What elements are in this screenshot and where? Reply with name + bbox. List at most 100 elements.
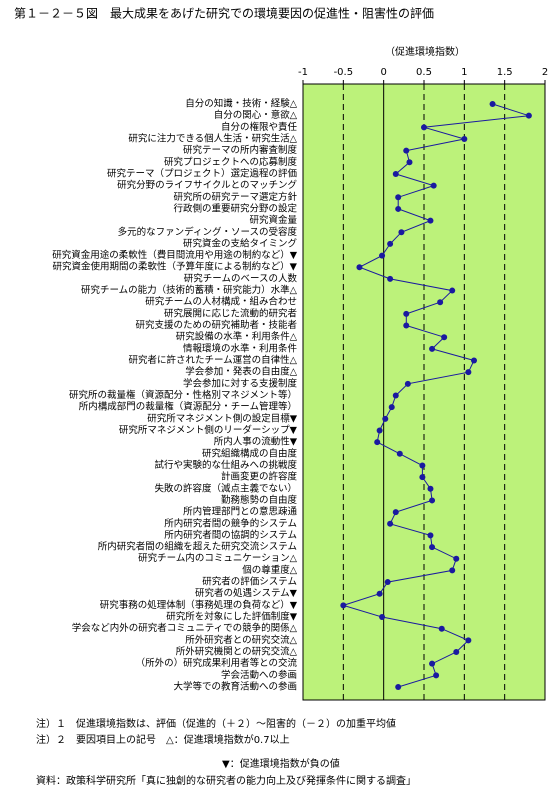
marker	[384, 579, 391, 586]
y-tick-label: 研究所マネジメント側の設定目標▼	[147, 412, 298, 424]
y-tick-label: 勤務態勢の自由度	[221, 494, 298, 506]
y-tick-label: 自分の関心・意欲△	[214, 109, 298, 121]
marker	[427, 485, 434, 492]
marker	[449, 287, 456, 294]
y-tick-label: 学会参加・発表の自由度△	[185, 366, 298, 378]
x-tick-label: 1.5	[497, 67, 513, 78]
y-tick-label: 所内構成部門の裁量権（資源配分・チーム管理等）	[79, 401, 297, 413]
marker	[429, 544, 436, 551]
y-tick-label: 研究者の評価システム	[202, 576, 297, 588]
y-tick-label: 研究展開に応じた流動的研究者	[164, 307, 297, 319]
y-tick-label: 所内管理部門との意思疎通	[183, 506, 297, 518]
marker	[404, 380, 411, 387]
y-tick-label: 学会など内外の研究者コミュニティでの競争的関係△	[72, 622, 298, 634]
y-tick-label: 研究組織構成の自由度	[202, 447, 298, 459]
marker	[429, 497, 436, 504]
y-tick-label: 研究資金の支給タイミング	[183, 237, 298, 249]
y-tick-label: 研究所の研究テーマ選定方針	[173, 191, 297, 203]
marker	[406, 159, 413, 166]
y-tick-label: 研究資金用途の柔軟性（費目間流用や用途の制約など）▼	[52, 249, 298, 261]
marker	[441, 334, 448, 341]
marker	[465, 369, 472, 376]
y-tick-label: 自分の知識・技術・経験△	[185, 98, 298, 110]
y-tick-label: 研究支援のための研究補助者・技能者	[135, 319, 297, 331]
marker	[433, 672, 440, 679]
marker	[356, 264, 363, 271]
marker	[430, 182, 437, 189]
y-tick-label: 自分の権限や責任	[221, 121, 298, 133]
y-tick-label: 情報環境の水準・利用条件	[183, 342, 298, 354]
marker	[403, 147, 410, 154]
marker	[382, 415, 389, 422]
marker	[427, 217, 434, 224]
marker	[376, 427, 383, 434]
y-tick-label: 研究設備の水準・利用条件△	[176, 331, 298, 343]
marker	[379, 252, 386, 259]
y-tick-label: 研究者に許されたチーム運営の自律性△	[128, 354, 297, 366]
marker	[465, 637, 472, 644]
marker	[449, 567, 456, 574]
marker	[396, 450, 403, 457]
y-tick-label: 研究所を対象にした評価制度▼	[166, 611, 298, 623]
y-tick-label: 研究資金量	[249, 214, 297, 226]
marker	[388, 404, 395, 411]
y-tick-label: （所外の）研究成果利用者等との交流	[136, 657, 298, 669]
marker	[379, 614, 386, 621]
x-tick-label: 1	[461, 67, 467, 78]
y-tick-label: 失敗の許容度（減点主義でない）	[154, 482, 297, 494]
marker	[395, 194, 402, 201]
y-tick-label: 試行や実験的な仕組みへの挑戦度	[154, 459, 297, 471]
y-tick-label: 多元的なファンディング・ソースの受容度	[118, 226, 298, 238]
marker	[525, 112, 532, 119]
chart-title: 第１－２－５図 最大成果をあげた研究での環境要因の促進性・阻害性の評価	[14, 6, 434, 21]
y-tick-label: 研究事務の処理体制（事務処理の負荷など）▼	[100, 599, 298, 611]
marker	[387, 275, 394, 282]
marker	[392, 392, 399, 399]
y-tick-label: 研究所の裁量権（資源配分・性格別マネジメント等）	[69, 389, 297, 401]
y-tick-label: 研究チームの能力（技術的蓄積・研究能力）水準△	[81, 284, 298, 296]
y-tick-label: 大学等での教育活動への参画	[173, 681, 297, 693]
x-tick-label: 0.5	[416, 67, 432, 78]
y-tick-label: 所内人事の流動性▼	[214, 436, 298, 448]
note: 資料：政策科学研究所「真に独創的な研究者の能力向上及び発揮条件に関する調査」	[36, 774, 416, 787]
marker	[429, 345, 436, 352]
y-tick-label: 所内研究者間の組織を超えた研究交流システム	[98, 541, 297, 553]
note: 注）１ 促進環境指数は、評価（促進的（＋２）～阻害的（－２）の加重平均値	[36, 717, 396, 730]
x-tick-label: -0.5	[334, 67, 354, 78]
y-tick-label: 学会活動への参画	[221, 669, 297, 681]
y-tick-label: 研究チームの人材構成・組み合わせ	[145, 296, 297, 308]
y-tick-label: 研究チーム内のコミュニケーション△	[138, 552, 298, 564]
marker	[489, 101, 496, 107]
marker	[438, 625, 445, 632]
marker	[376, 590, 383, 597]
y-tick-label: 学会参加に対する支援制度	[183, 377, 298, 389]
y-tick-label: 研究テーマ（プロジェクト）選定過程の評価	[107, 167, 298, 179]
marker	[429, 660, 436, 667]
note: 注）２ 要因項目上の記号 △：促進環境指数が0.7以上	[36, 733, 290, 746]
marker	[374, 439, 381, 446]
y-tick-label: 研究に注力できる個人生活・研究生活△	[128, 132, 297, 144]
marker	[340, 602, 347, 609]
marker	[398, 229, 405, 236]
y-tick-label: 所外研究機関との研究交流△	[176, 646, 298, 658]
marker	[392, 170, 399, 177]
marker	[461, 135, 468, 142]
marker	[437, 299, 444, 306]
y-tick-label: 研究テーマの所内審査制度	[183, 144, 298, 156]
y-tick-label: 所内研究者間の競争的システム	[164, 517, 297, 529]
y-tick-label: 行政側の重要研究分野の設定	[173, 202, 297, 214]
marker	[453, 649, 460, 656]
y-tick-label: 所外研究者との研究交流△	[185, 634, 297, 646]
y-tick-label: 所内研究者間の協調的システム	[164, 529, 297, 541]
marker	[403, 310, 410, 317]
y-tick-label: 計画変更の許容度	[221, 471, 298, 483]
axis-title: （促進環境指数）	[385, 45, 465, 58]
marker	[453, 555, 460, 562]
y-tick-label: 研究者の処遇システム▼	[195, 587, 298, 599]
marker	[427, 532, 434, 539]
marker	[395, 684, 402, 690]
y-tick-label: 研究プロジェクトへの応募制度	[164, 156, 298, 168]
y-tick-label: 研究所マネジメント側のリーダーシップ▼	[119, 424, 298, 436]
y-tick-label: 研究チームのベースの人数	[184, 272, 298, 284]
